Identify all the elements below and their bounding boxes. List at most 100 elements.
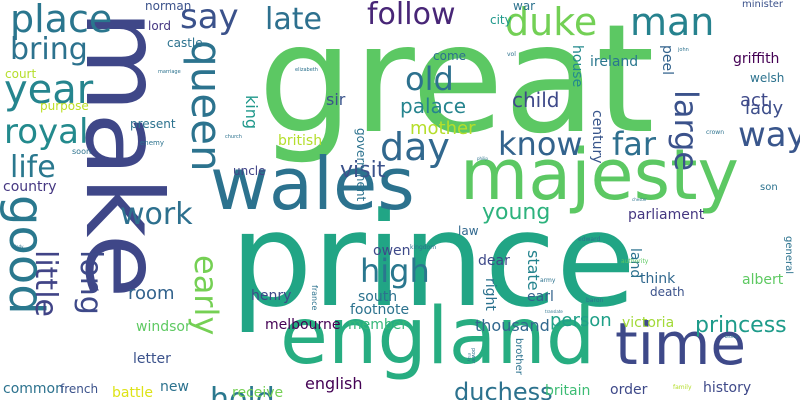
word-family: family bbox=[673, 384, 692, 391]
word-brother: brother bbox=[513, 338, 524, 375]
word-general: general bbox=[783, 236, 794, 275]
word-room: room bbox=[128, 283, 175, 304]
word-edward: edward bbox=[578, 236, 601, 243]
word-hold: hold bbox=[210, 382, 275, 400]
word-britain: britain bbox=[545, 383, 591, 399]
word-right: right bbox=[482, 278, 498, 311]
word-windsor: windsor bbox=[136, 319, 191, 335]
word-time: time bbox=[615, 310, 747, 378]
word-son: son bbox=[760, 182, 778, 193]
word-earl: earl bbox=[527, 289, 554, 305]
word-translate: translate bbox=[545, 309, 563, 314]
word-philip: philip bbox=[477, 156, 488, 161]
word-kingdom: kingdom bbox=[410, 244, 437, 251]
word-letter: letter bbox=[133, 351, 171, 367]
word-may: may bbox=[467, 353, 472, 362]
word-england: england bbox=[280, 292, 596, 382]
word-say: say bbox=[180, 0, 239, 37]
word-dear: dear bbox=[478, 253, 510, 269]
word-british: british bbox=[278, 133, 323, 149]
word-life: life bbox=[10, 150, 56, 185]
word-palace: palace bbox=[400, 94, 467, 118]
word-elizabeth: elizabeth bbox=[295, 67, 318, 73]
word-prince: prince bbox=[230, 184, 636, 336]
word-parliament: parliament bbox=[628, 207, 705, 223]
word-wales: wales bbox=[210, 142, 415, 226]
word-person: person bbox=[550, 310, 612, 331]
word-duchess: duchess bbox=[454, 378, 553, 400]
word-minister: minister bbox=[742, 0, 784, 10]
word-castle: castle bbox=[167, 36, 203, 50]
word-follow: follow bbox=[367, 0, 456, 32]
word-law: law bbox=[458, 224, 479, 238]
word-owen: owen bbox=[373, 243, 411, 259]
word-present: present bbox=[130, 117, 176, 131]
word-long: long bbox=[73, 250, 108, 315]
word-french: french bbox=[60, 382, 99, 396]
word-history: history bbox=[703, 380, 752, 396]
word-man: man bbox=[630, 0, 715, 44]
word-country: country bbox=[3, 179, 57, 195]
word-footnote: footnote bbox=[350, 302, 410, 318]
word-great: great bbox=[258, 0, 655, 167]
word-peel: peel bbox=[659, 45, 675, 76]
word-house: house bbox=[569, 45, 585, 88]
word-thousand: thousand bbox=[475, 316, 550, 335]
word-war: war bbox=[513, 0, 536, 13]
word-place: place bbox=[10, 0, 113, 41]
word-young: young bbox=[482, 200, 551, 225]
word-sir: sir bbox=[326, 90, 346, 109]
word-majesty: majesty bbox=[460, 134, 739, 216]
word-bring: bring bbox=[10, 32, 88, 67]
word-lady: lady bbox=[745, 98, 784, 119]
word-think: think bbox=[640, 271, 676, 287]
word-ireland: ireland bbox=[590, 54, 639, 70]
word-griffith: griffith bbox=[733, 51, 780, 67]
word-far: far bbox=[612, 125, 657, 163]
word-uncle: uncle bbox=[233, 164, 266, 178]
word-queen: queen bbox=[182, 40, 231, 172]
word-marriage: marriage bbox=[158, 69, 181, 75]
word-royal: royal bbox=[4, 112, 89, 152]
word-work: work bbox=[120, 197, 193, 232]
word-welsh: welsh bbox=[750, 71, 785, 85]
word-child: child bbox=[512, 88, 560, 112]
word-city: city bbox=[490, 13, 512, 27]
word-year: year bbox=[4, 67, 94, 113]
word-bishop: bishop bbox=[725, 334, 739, 339]
word-little: little bbox=[28, 250, 63, 317]
word-know: know bbox=[498, 125, 583, 163]
word-melbourne: melbourne bbox=[265, 317, 341, 333]
word-france: france bbox=[310, 285, 319, 311]
word-death: death bbox=[650, 285, 685, 299]
word-army: army bbox=[540, 277, 556, 284]
word-state: state bbox=[524, 250, 543, 291]
word-high: high bbox=[360, 252, 430, 290]
word-baron: baron bbox=[586, 297, 604, 304]
word-way: way bbox=[738, 115, 800, 155]
word-enemy: enemy bbox=[140, 139, 165, 147]
word-lord: lord bbox=[148, 19, 172, 33]
word-henry: henry bbox=[251, 288, 292, 304]
word-order: order bbox=[610, 382, 648, 398]
word-common: common bbox=[3, 381, 64, 397]
word-soon: soon bbox=[72, 147, 92, 156]
word-norman: norman bbox=[145, 0, 192, 13]
word-crown: crown bbox=[706, 129, 725, 136]
word-lady: lady bbox=[15, 244, 24, 249]
word-south: south bbox=[358, 289, 398, 305]
word-authority: authority bbox=[621, 258, 649, 265]
word-john: john bbox=[678, 47, 689, 53]
word-century: century bbox=[589, 110, 605, 164]
word-purpose: purpose bbox=[40, 99, 89, 113]
word-battle: battle bbox=[112, 385, 153, 400]
word-victoria: victoria bbox=[622, 315, 675, 331]
word-visit: visit bbox=[340, 158, 386, 183]
word-old: old bbox=[405, 60, 454, 98]
word-early: early bbox=[187, 255, 225, 336]
word-late: late bbox=[265, 2, 322, 37]
word-english: english bbox=[305, 374, 363, 393]
word-mother: mother bbox=[410, 118, 476, 139]
word-member: member bbox=[348, 317, 408, 333]
